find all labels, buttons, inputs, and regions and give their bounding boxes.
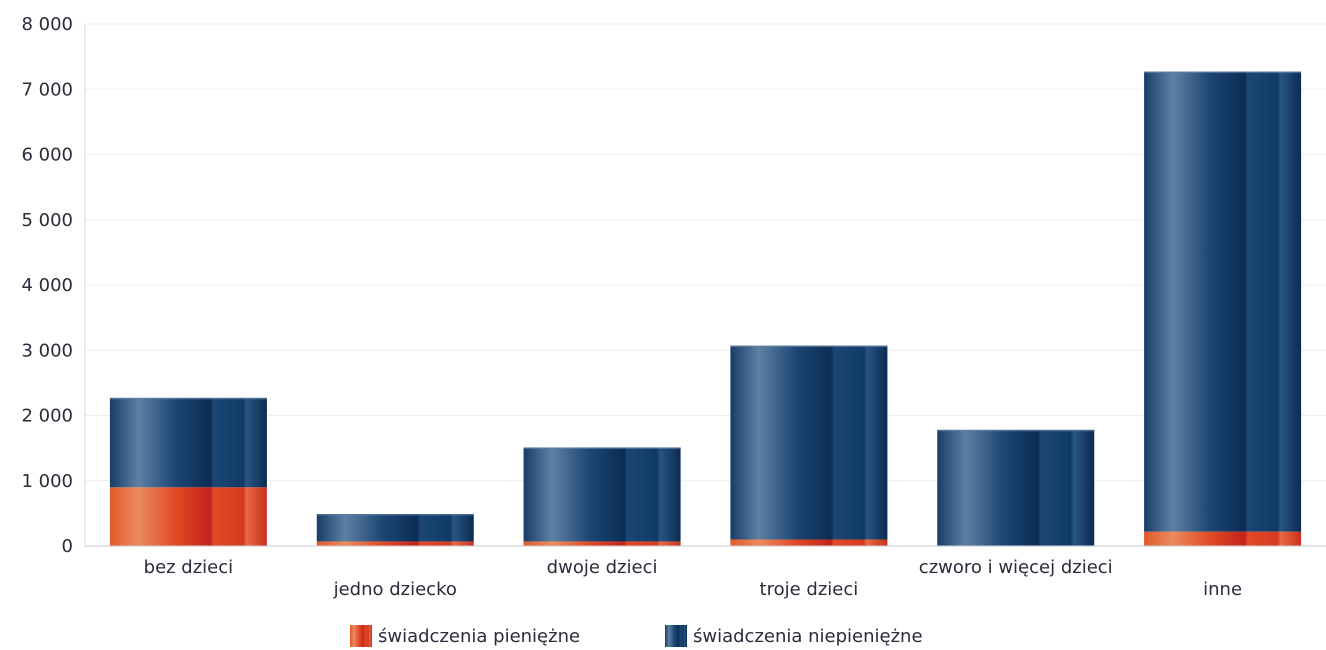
x-tick-label: inne: [1203, 579, 1242, 600]
y-tick-label: 7 000: [21, 79, 73, 100]
bar-segment: [1144, 531, 1302, 546]
bar-top-edge: [109, 397, 267, 400]
legend-label: świadczenia niepieniężne: [693, 626, 923, 647]
bar-top-edge: [523, 447, 681, 449]
bar-segment: [730, 345, 888, 540]
y-tick-label: 3 000: [21, 340, 73, 361]
y-tick-label: 4 000: [21, 275, 73, 296]
x-tick-label: dwoje dzieci: [547, 557, 658, 578]
bar-segment: [523, 541, 681, 546]
x-axis: bez dzieci jedno dziecko dwoje dzieci troje…: [85, 545, 1326, 600]
y-tick-label: 8 000: [21, 14, 73, 35]
bar-segment: [523, 447, 681, 542]
y-tick-label: 0: [62, 536, 73, 557]
bar-segment: [316, 514, 474, 542]
gridlines: [85, 23, 1326, 482]
legend: świadczenia pieniężne świadczenia niepien…: [350, 625, 923, 647]
bar-top-edge: [730, 345, 888, 348]
x-tick-label: czworo i więcej dzieci: [919, 557, 1113, 578]
bar-segment: [316, 541, 474, 546]
x-tick-label: jedno dziecko: [333, 579, 457, 600]
bars: [109, 71, 1302, 546]
bar-segment: [109, 397, 267, 488]
y-axis: 0 1 000 2 000 3 000 4 000 5 000 6 000 7 000 8 00…: [21, 14, 86, 557]
x-tick-label: bez dzieci: [144, 557, 234, 578]
bar-segment: [109, 487, 267, 546]
bar-segment: [1144, 71, 1302, 532]
bar-top-edge: [1144, 71, 1302, 74]
y-tick-label: 1 000: [21, 471, 73, 492]
bar-segment: [730, 539, 888, 546]
legend-label: świadczenia pieniężne: [378, 626, 580, 647]
y-tick-label: 2 000: [21, 406, 73, 427]
legend-swatch: [350, 625, 372, 647]
bar-top-edge: [937, 429, 1095, 432]
bar-segment: [937, 429, 1095, 546]
bar-top-edge: [316, 514, 474, 516]
y-tick-label: 6 000: [21, 145, 73, 166]
legend-swatch: [665, 625, 687, 647]
y-tick-label: 5 000: [21, 210, 73, 231]
x-tick-label: troje dzieci: [760, 579, 859, 600]
